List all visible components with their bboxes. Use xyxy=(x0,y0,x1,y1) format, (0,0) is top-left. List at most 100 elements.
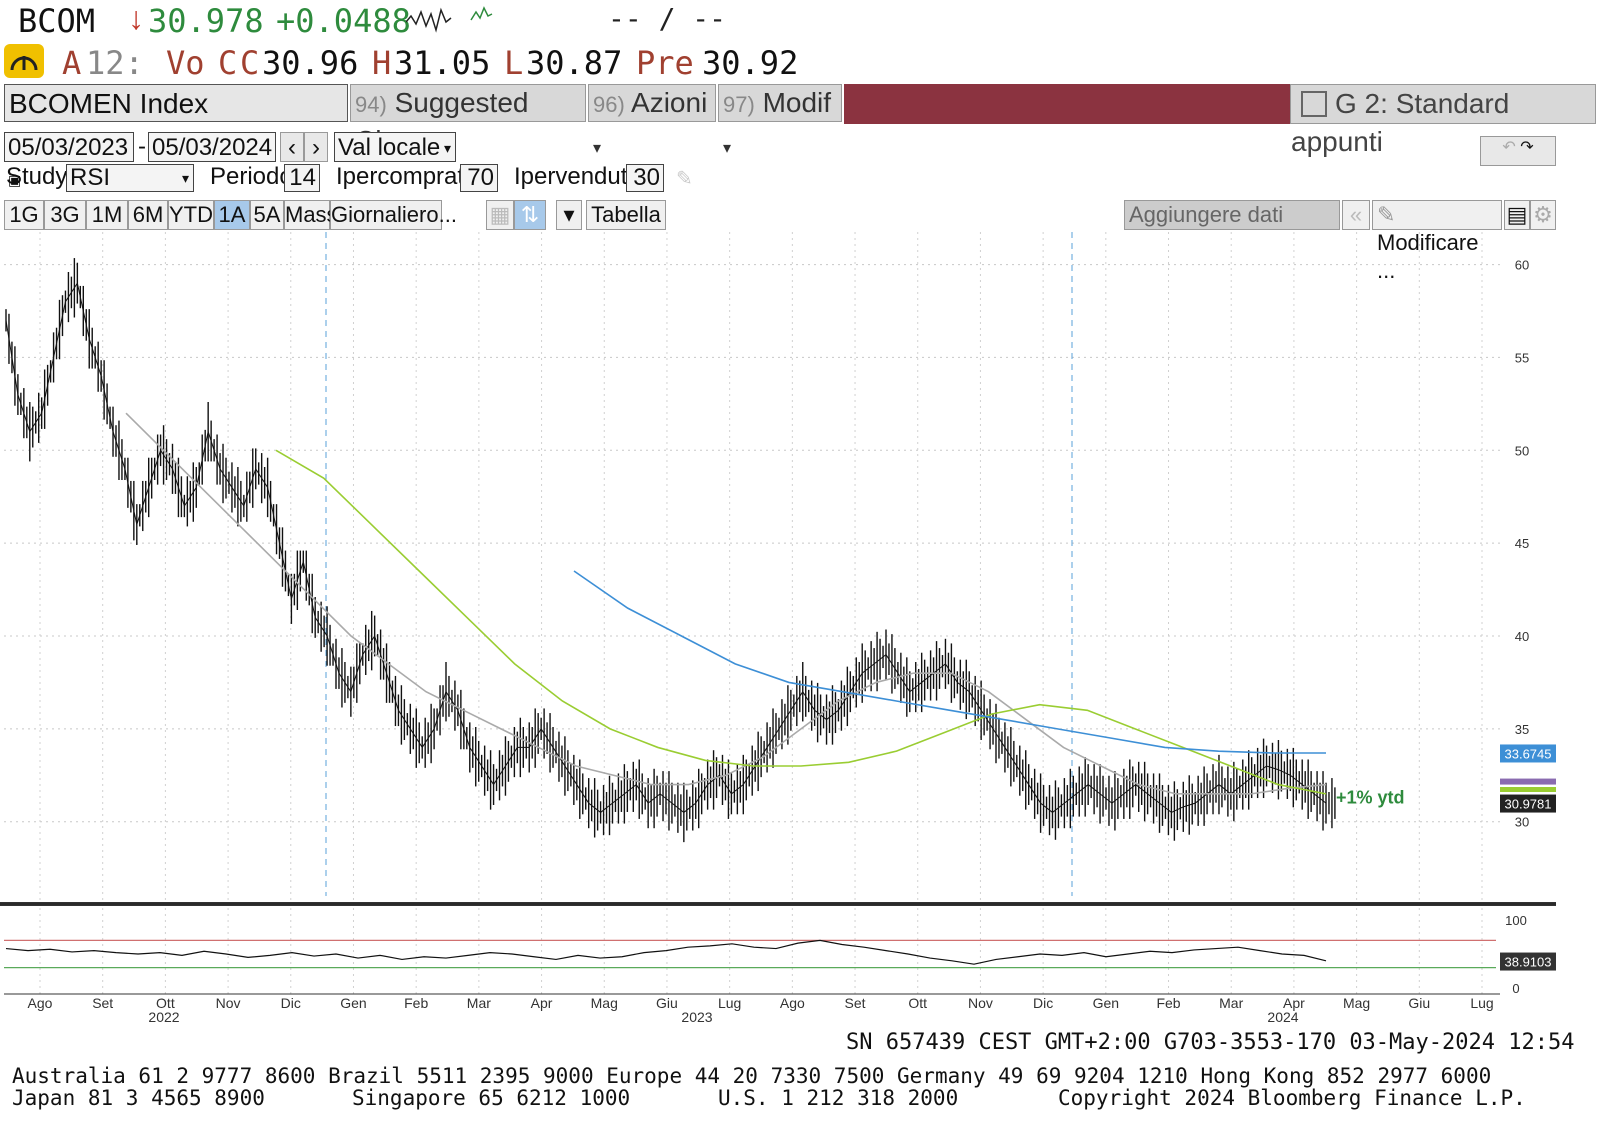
ipervenduto-field[interactable]: 30 xyxy=(626,164,664,192)
menu-num: 94) xyxy=(355,92,387,117)
ma-stack-marker xyxy=(1500,787,1556,792)
modify-button[interactable]: ✎ Modificare ... xyxy=(1372,200,1502,283)
azioni-menu[interactable]: 96) Azioni ▾ xyxy=(588,84,716,157)
settings-gear-icon[interactable]: ⚙ xyxy=(1530,200,1556,230)
x-tick-label: Feb xyxy=(1156,995,1180,1011)
end-date-field[interactable]: 05/03/2024 ▣ xyxy=(148,132,276,188)
start-date-field[interactable]: 05/03/2023 ▣ xyxy=(4,132,134,188)
periodo-field[interactable]: 14 xyxy=(284,164,320,192)
c-label: C xyxy=(218,44,238,82)
start-date: 05/03/2023 xyxy=(8,134,129,161)
menu-spacer xyxy=(844,84,1290,124)
footer-sn: SN 657439 CEST GMT+2:00 G703-3553-170 03… xyxy=(846,1030,1575,1055)
x-tick-label: Lug xyxy=(718,995,741,1011)
year-label: 2022 xyxy=(148,1009,179,1025)
ma-green-line xyxy=(275,449,1327,795)
menu-label: Modif xyxy=(762,87,832,118)
x-tick-label: Giu xyxy=(656,995,678,1011)
a-label: A xyxy=(62,44,82,82)
pre-label: Pre xyxy=(636,44,694,82)
y-tick-label: 45 xyxy=(1515,536,1529,551)
y-tick-label: 30 xyxy=(1515,815,1529,830)
y-tick-label: 55 xyxy=(1515,350,1529,365)
ipervenduto-label: Ipervenduto xyxy=(514,163,641,190)
vo-label: Vo xyxy=(166,44,205,82)
price-chart[interactable]: 30 35 40 45 50 55 60 Ago Set Ott Nov Dic Gen Feb Mar Ap… xyxy=(0,232,1600,1032)
date-dash: - xyxy=(138,133,146,160)
period-tab-1m[interactable]: 1M xyxy=(86,200,128,230)
external-link-icon xyxy=(1301,91,1327,117)
x-tick-label: Apr xyxy=(1283,995,1305,1011)
last-price: 30.978 xyxy=(148,2,264,40)
time-display: -- / -- xyxy=(608,2,727,35)
pencil-icon: ✎ xyxy=(1377,202,1396,227)
undo-icon[interactable]: ↶ xyxy=(1502,139,1516,156)
pencil-icon[interactable]: ✎ xyxy=(676,168,693,190)
footer-phones-1: Australia 61 2 9777 8600 Brazil 5511 239… xyxy=(12,1064,1492,1088)
study-label: Study xyxy=(6,163,68,190)
period-tab-6m[interactable]: 6M xyxy=(128,200,168,230)
calendar-icon[interactable]: ▣ xyxy=(8,172,22,188)
security-field[interactable]: BCOMEN Index xyxy=(4,84,348,122)
prev-period-button[interactable]: ‹ xyxy=(280,132,304,162)
period-tab-giornaliero[interactable]: Giornaliero... xyxy=(330,200,457,230)
year-label: 2023 xyxy=(681,1009,712,1025)
x-tick-label: Apr xyxy=(531,995,553,1011)
rsi-line xyxy=(5,939,1327,965)
footer-singapore: Singapore 65 6212 1000 xyxy=(352,1086,631,1110)
currency-select[interactable]: Val locale ▾ xyxy=(334,132,456,162)
x-tick-label: Gen xyxy=(1093,995,1119,1011)
undo-redo-group[interactable]: ↶ ↷ xyxy=(1480,136,1556,166)
period-tab-3g[interactable]: 3G xyxy=(44,200,86,230)
x-tick-label: Ott xyxy=(156,995,175,1011)
price-change: +0.0488 xyxy=(276,2,411,40)
period-tab-mass[interactable]: Mass xyxy=(284,200,338,230)
last-price-label-bg xyxy=(1500,794,1556,813)
x-tick-label: Feb xyxy=(404,995,428,1011)
period-tab-ytd[interactable]: YTD xyxy=(168,200,214,230)
x-tick-label: Gen xyxy=(340,995,366,1011)
period-tab-1a[interactable]: 1A xyxy=(214,200,250,230)
a-value: 12: xyxy=(86,44,144,82)
tabella-button[interactable]: Tabella xyxy=(586,200,666,230)
x-tick-label: Mag xyxy=(1343,995,1370,1011)
x-tick-label: Mar xyxy=(467,995,491,1011)
footer-copyright: Copyright 2024 Bloomberg Finance L.P. xyxy=(1058,1086,1526,1110)
modif-menu[interactable]: 97) Modif ▾ xyxy=(718,84,842,157)
bar-chart-icon[interactable]: ⇅ xyxy=(514,200,546,230)
y-tick-label: 40 xyxy=(1515,629,1529,644)
high-value: 31.05 xyxy=(394,44,491,82)
study-select[interactable]: RSI ▾ xyxy=(66,164,194,192)
next-period-button[interactable]: › xyxy=(304,132,328,162)
g2-chart-button[interactable]: G 2: Standard appunti xyxy=(1290,84,1596,157)
x-tick-label: Dic xyxy=(281,995,301,1011)
ipercomprato-field[interactable]: 70 xyxy=(460,164,498,192)
suggested-charts-menu[interactable]: 94) Suggested Charts ▾ xyxy=(350,84,586,156)
collapse-icon[interactable]: « xyxy=(1342,200,1370,230)
x-tick-label: Mar xyxy=(1219,995,1243,1011)
h-label: H xyxy=(372,44,392,82)
study-value: RSI xyxy=(70,164,111,191)
period-tab-5a[interactable]: 5A xyxy=(250,200,284,230)
edit-icon[interactable]: ▤ xyxy=(1504,200,1530,230)
period-tab-1g[interactable]: 1G xyxy=(4,200,44,230)
low-value: 30.87 xyxy=(526,44,623,82)
last-rsi-label-bg xyxy=(1500,952,1556,971)
end-date: 05/03/2024 xyxy=(152,134,273,161)
y-tick-label: 60 xyxy=(1515,258,1529,273)
chart-type-icon[interactable]: ▦ xyxy=(486,200,514,230)
gauge-icon[interactable] xyxy=(4,44,44,78)
ipercomprato-label: Ipercomprato xyxy=(336,163,478,190)
currency-label: Val locale xyxy=(338,134,441,161)
year-label: 2024 xyxy=(1267,1009,1298,1025)
add-data-input[interactable]: Aggiungere dati xyxy=(1124,200,1340,230)
down-arrow-icon: ↓ xyxy=(128,0,144,36)
chart-type-dropdown[interactable]: ▾ xyxy=(556,200,582,230)
c-label-2: C xyxy=(240,44,260,82)
x-tick-label: Dic xyxy=(1033,995,1053,1011)
ma-grey-line xyxy=(125,412,1327,795)
ma-stack-marker xyxy=(1500,778,1556,785)
x-tick-label: Mag xyxy=(591,995,618,1011)
redo-icon[interactable]: ↷ xyxy=(1520,139,1534,156)
last-rsi-label: 38.9103 xyxy=(1505,955,1552,970)
